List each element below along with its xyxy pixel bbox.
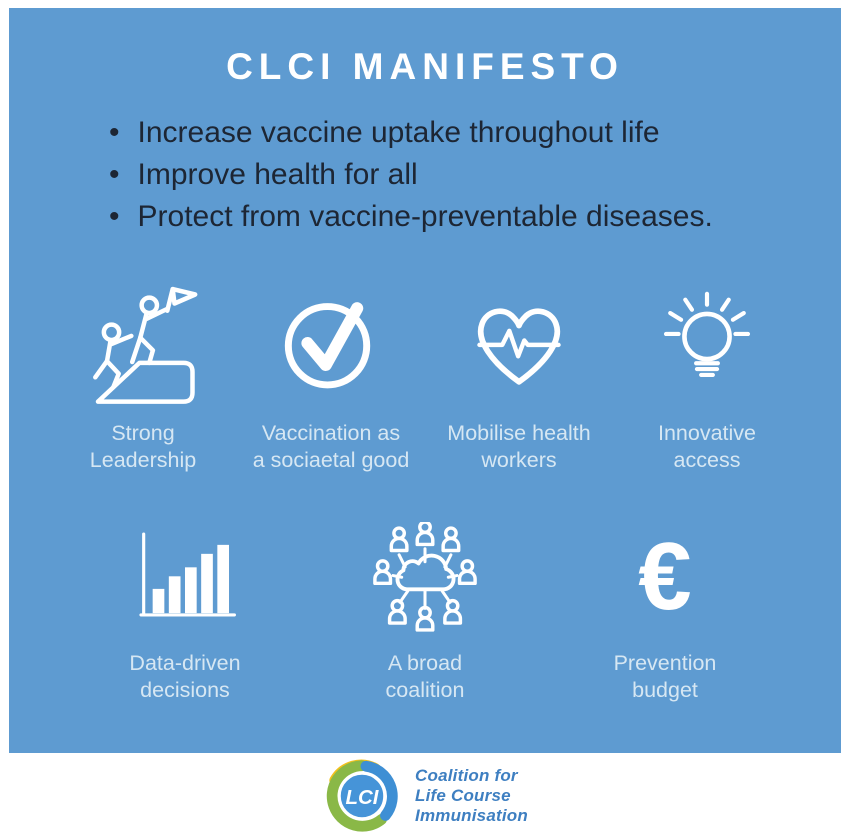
features-row-1: Strong Leadership Vaccination as a socia… <box>9 280 841 474</box>
feature-label: Vaccination as a sociaetal good <box>252 421 410 472</box>
feature-label: Mobilise health workers <box>447 421 591 472</box>
logo-wordmark: Coalition for Life Course Immunisation <box>415 765 528 825</box>
page-title: CLCI MANIFESTO <box>226 46 624 87</box>
bullet-item: Protect from vaccine-preventable disease… <box>109 196 801 238</box>
feature-broad-coalition: A broad coalition <box>305 520 545 704</box>
feature-label: Innovative access <box>657 421 756 472</box>
euro-icon: € <box>638 520 691 638</box>
people-network-icon <box>368 520 482 638</box>
euro-symbol: € <box>638 523 692 630</box>
feature-mobilise-health-workers: Mobilise health workers <box>425 280 613 474</box>
feature-vaccination-societal-good: Vaccination as a sociaetal good <box>237 280 425 474</box>
feature-data-driven-decisions: Data-driven decisions <box>65 520 305 704</box>
lci-logo: LCI <box>322 756 402 836</box>
feature-label: Data-driven decisions <box>129 651 241 702</box>
heart-pulse-icon <box>461 280 577 408</box>
lightbulb-icon <box>656 280 758 408</box>
bullet-item: Improve health for all <box>109 154 801 196</box>
lci-logo-acronym: LCI <box>346 785 380 808</box>
bullet-item: Increase vaccine uptake throughout life <box>109 112 801 154</box>
footer-logo-strip: LCI Coalition for Life Course Immunisati… <box>0 753 850 838</box>
checkmark-circle-icon <box>277 280 385 408</box>
feature-label: Strong Leadership <box>89 421 197 472</box>
manifesto-bullet-list: Increase vaccine uptake throughout life … <box>109 112 801 238</box>
feature-innovative-access: Innovative access <box>613 280 801 474</box>
leadership-climb-icon <box>83 280 203 408</box>
feature-label: Prevention budget <box>613 651 717 702</box>
feature-strong-leadership: Strong Leadership <box>49 280 237 474</box>
feature-label: A broad coalition <box>385 651 465 702</box>
features-row-2: Data-driven decisions <box>9 520 841 704</box>
feature-prevention-budget: € Prevention budget <box>545 520 785 704</box>
blue-panel: CLCI MANIFESTO Increase vaccine uptake t… <box>9 8 841 753</box>
bar-chart-icon <box>132 520 238 638</box>
